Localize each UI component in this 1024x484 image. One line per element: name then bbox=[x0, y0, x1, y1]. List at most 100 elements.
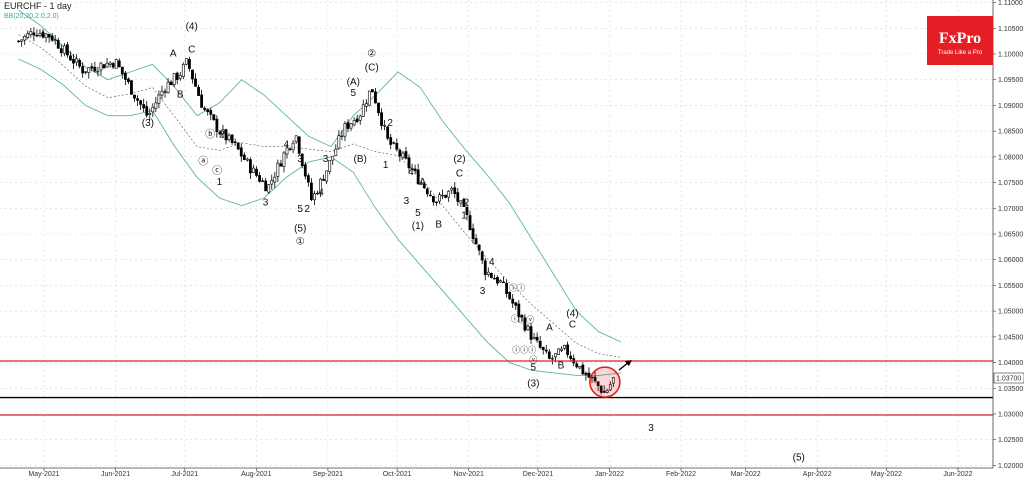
candle-body-bull bbox=[532, 337, 536, 340]
candle-body-bear bbox=[587, 372, 591, 378]
candle-body-bear bbox=[200, 94, 204, 108]
wave-label: 3 bbox=[648, 423, 654, 434]
candle-body-bear bbox=[249, 159, 252, 174]
candle-body-bear bbox=[145, 106, 149, 116]
candle-body-bull bbox=[221, 129, 225, 135]
wave-label: (B) bbox=[354, 154, 367, 165]
candle-body-bear bbox=[163, 91, 167, 93]
candle-body-bear bbox=[188, 58, 191, 69]
candle-body-bear bbox=[322, 178, 326, 181]
candle-body-bear bbox=[413, 168, 417, 172]
y-tick-label: 1.07500 bbox=[998, 180, 1023, 187]
candle-body-bull bbox=[578, 366, 582, 369]
candle-body-bear bbox=[206, 109, 210, 113]
candle-body-bull bbox=[486, 271, 490, 275]
candle-body-bull bbox=[557, 348, 560, 355]
candle-body-bull bbox=[285, 147, 289, 155]
candle-body-bull bbox=[364, 103, 368, 107]
candle-body-bear bbox=[123, 72, 127, 80]
candle-body-bear bbox=[505, 282, 509, 294]
candle-body-bull bbox=[227, 134, 231, 140]
candle-body-bull bbox=[441, 194, 444, 197]
candle-body-bull bbox=[358, 115, 362, 121]
red-circle-icon bbox=[589, 366, 621, 398]
wave-label: 2 bbox=[219, 129, 225, 140]
candle-body-bull bbox=[459, 200, 463, 204]
candle-body-bear bbox=[374, 91, 377, 104]
candle-body-bear bbox=[300, 153, 304, 167]
wave-label: 3 bbox=[404, 196, 410, 207]
candle-body-bear bbox=[523, 317, 527, 331]
candle-body-bull bbox=[267, 184, 271, 193]
candle-body-bull bbox=[608, 384, 612, 391]
candle-body-bear bbox=[35, 34, 39, 37]
candle-body-bear bbox=[355, 118, 359, 122]
candle-body-bear bbox=[456, 192, 460, 202]
y-tick-label: 1.09000 bbox=[998, 103, 1023, 110]
candle-body-bear bbox=[410, 168, 414, 170]
candle-body-bear bbox=[297, 136, 301, 154]
candle-body-bear bbox=[194, 78, 197, 87]
wave-label: 1 bbox=[461, 211, 467, 222]
candle-body-bear bbox=[66, 44, 69, 56]
x-tick-label: Jun-2022 bbox=[943, 471, 972, 478]
wave-label: 4 bbox=[284, 140, 290, 151]
candle-body-bear bbox=[398, 149, 402, 157]
candle-body-bear bbox=[514, 302, 518, 306]
y-tick-label: 1.08500 bbox=[998, 129, 1023, 136]
candle-body-bull bbox=[550, 357, 554, 360]
candle-body-bear bbox=[218, 131, 222, 135]
wave-label: (A) bbox=[347, 77, 360, 88]
wave-label: 2 bbox=[304, 204, 310, 215]
wave-label: ⓑ bbox=[205, 128, 215, 140]
candle-body-bear bbox=[371, 89, 374, 93]
x-tick-label: Oct-2021 bbox=[383, 471, 412, 478]
candle-body-bear bbox=[93, 67, 97, 72]
logo-tagline: Trade Like a Pro bbox=[938, 50, 983, 56]
candle-body-bear bbox=[346, 122, 350, 129]
wave-label: C bbox=[456, 168, 463, 179]
wave-label: 1 bbox=[217, 177, 223, 188]
wave-label: 5 bbox=[297, 204, 303, 215]
candle-body-bear bbox=[407, 157, 411, 169]
candle-body-bear bbox=[233, 141, 237, 143]
candle-body-bear bbox=[602, 390, 606, 393]
wave-label: ⓘⓘ bbox=[509, 284, 525, 293]
candle-body-bear bbox=[215, 118, 219, 132]
candle-body-bear bbox=[416, 169, 420, 185]
candle-body-bear bbox=[477, 244, 481, 251]
candle-body-bear bbox=[529, 326, 533, 340]
candle-body-bull bbox=[105, 62, 109, 68]
fxpro-logo: FxPro Trade Like a Pro bbox=[927, 16, 993, 65]
candle-body-bull bbox=[62, 45, 66, 54]
x-tick-label: May-2021 bbox=[28, 471, 59, 478]
candle-body-bear bbox=[32, 32, 36, 36]
candle-body-bull bbox=[154, 102, 158, 109]
wave-label: (2) bbox=[453, 154, 465, 165]
candle-body-bear bbox=[133, 94, 136, 99]
candle-body-bull bbox=[181, 64, 185, 77]
x-tick-label: Aug-2021 bbox=[241, 471, 271, 478]
candle-body-bull bbox=[328, 159, 332, 172]
candle-body-bear bbox=[127, 78, 130, 83]
candle-body-bear bbox=[111, 63, 115, 68]
candle-body-bear bbox=[584, 372, 588, 375]
candle-body-bull bbox=[26, 33, 30, 38]
y-tick-label: 1.05000 bbox=[998, 309, 1023, 316]
candle-body-bear bbox=[395, 142, 399, 150]
candle-body-bear bbox=[535, 336, 539, 341]
x-tick-label: Nov-2021 bbox=[454, 471, 484, 478]
wave-label: (1) bbox=[412, 221, 424, 232]
candle-body-bull bbox=[340, 135, 344, 138]
candle-body-bear bbox=[255, 168, 258, 176]
candle-body-bear bbox=[474, 238, 478, 245]
candle-body-bear bbox=[242, 154, 246, 160]
target-marker bbox=[589, 360, 632, 398]
candle-body-bull bbox=[75, 58, 78, 63]
y-tick-label: 1.03000 bbox=[998, 412, 1023, 419]
wave-label: (4) bbox=[566, 308, 578, 319]
wave-label: (C) bbox=[365, 62, 379, 73]
candle-body-bull bbox=[184, 58, 188, 65]
wave-label: 5 bbox=[415, 208, 421, 219]
